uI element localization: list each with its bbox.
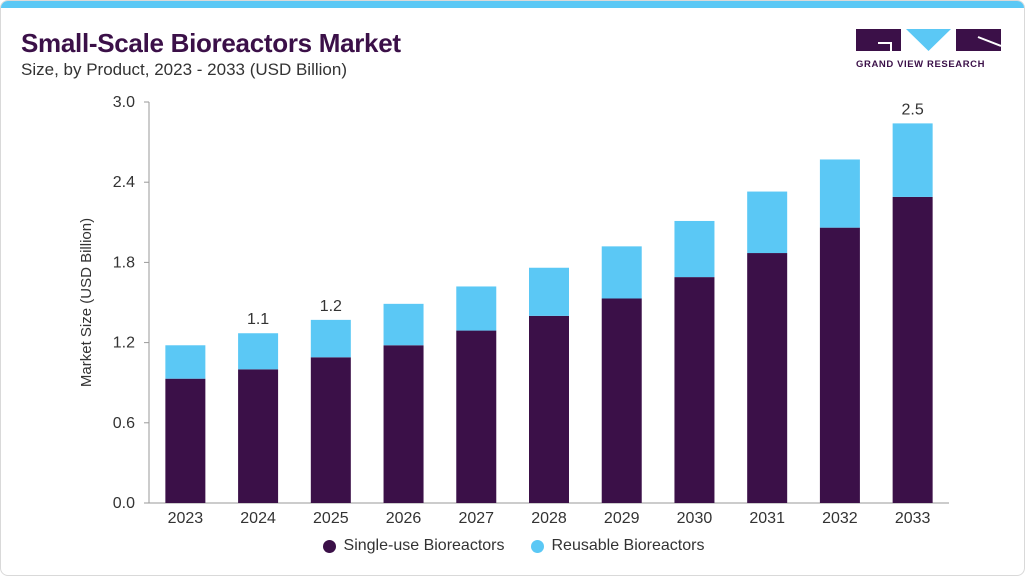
y-tick-label: 1.2 (113, 335, 135, 352)
bar-reusable-2026 (383, 303, 424, 346)
bar-single-use-2028 (529, 315, 569, 503)
x-tick-label-2026: 2026 (386, 510, 422, 527)
y-axis-title: Market Size (USD Billion) (78, 218, 95, 387)
legend-label-reusable: Reusable Bioreactors (551, 537, 705, 554)
x-tick-label-2032: 2032 (822, 510, 858, 527)
chart-title: Small-Scale Bioreactors Market (21, 28, 401, 58)
bar-single-use-2027 (456, 330, 497, 503)
bar-single-use-2030 (674, 277, 715, 503)
legend-item-reusable: Reusable Bioreactors (530, 537, 705, 555)
bar-single-use-2024 (238, 369, 279, 503)
chart-subtitle: Size, by Product, 2023 - 2033 (USD Billi… (21, 60, 347, 79)
x-tick-label-2033: 2033 (895, 510, 931, 527)
x-tick-label-2028: 2028 (531, 510, 567, 527)
legend-label-single-use: Single-use Bioreactors (343, 537, 505, 554)
bar-reusable-2033 (892, 123, 933, 197)
brand-name: GRAND VIEW RESEARCH (856, 59, 986, 70)
x-tick-label-2031: 2031 (749, 510, 785, 527)
legend-item-single-use: Single-use Bioreactors (322, 537, 505, 555)
bar-reusable-2024 (238, 333, 279, 370)
bar-reusable-2027 (456, 286, 497, 331)
bar-single-use-2025 (310, 357, 351, 503)
data-label-2025: 1.2 (320, 298, 342, 315)
bar-single-use-2026 (383, 345, 424, 503)
bar-reusable-2025 (310, 319, 351, 358)
bar-reusable-2032 (819, 159, 860, 228)
brand-logo-icon (856, 29, 1001, 51)
x-tick-label-2030: 2030 (677, 510, 713, 527)
x-tick-label-2025: 2025 (313, 510, 349, 527)
y-tick-label: 1.8 (113, 254, 135, 271)
bar-reusable-2029 (601, 246, 642, 299)
bar-single-use-2032 (819, 227, 860, 503)
bar-single-use-2023 (165, 378, 206, 503)
bar-single-use-2033 (892, 196, 933, 504)
bar-reusable-2031 (747, 191, 788, 254)
legend: Single-use Bioreactors Reusable Bioreact… (1, 537, 1024, 555)
legend-swatch-reusable (530, 539, 544, 553)
data-label-2024: 1.1 (247, 311, 269, 328)
x-tick-label-2029: 2029 (604, 510, 640, 527)
legend-swatch-single-use (322, 539, 336, 553)
y-tick-label: 3.0 (113, 94, 135, 111)
bar-reusable-2023 (165, 345, 206, 379)
x-tick-label-2027: 2027 (458, 510, 494, 527)
y-tick-label: 0.6 (113, 415, 135, 432)
bar-single-use-2031 (747, 253, 788, 503)
y-tick-label: 2.4 (113, 174, 135, 191)
bar-reusable-2028 (529, 267, 569, 316)
y-tick-label: 0.0 (113, 495, 135, 512)
bar-reusable-2030 (674, 220, 715, 278)
x-tick-label-2024: 2024 (240, 510, 276, 527)
accent-bar (1, 1, 1024, 8)
x-tick-label-2023: 2023 (168, 510, 204, 527)
data-label-2033: 2.5 (902, 101, 924, 118)
bar-single-use-2029 (601, 298, 642, 503)
